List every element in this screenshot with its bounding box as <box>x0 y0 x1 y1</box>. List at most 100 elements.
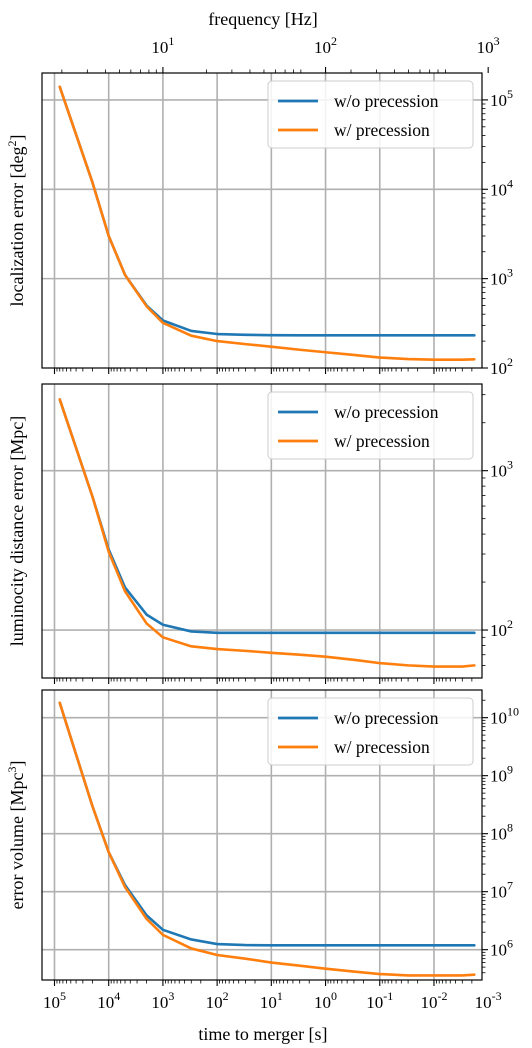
legend-label-p1-0: w/o precession <box>334 402 439 422</box>
top-tick-label-2-base: 10 <box>477 38 494 57</box>
y-tick-label-p1-0-base: 10 <box>490 621 507 640</box>
x-tick-label-2: 103 <box>151 989 174 1012</box>
x-tick-label-2-exp: 3 <box>168 989 174 1003</box>
x-tick-label-1-base: 10 <box>97 993 114 1012</box>
x-axis-label: time to merger [s] <box>198 1024 327 1044</box>
y-tick-label-p2-0-base: 10 <box>490 941 507 960</box>
y-tick-label-p0-2: 104 <box>490 176 513 199</box>
y-tick-label-p2-1-base: 10 <box>490 883 507 902</box>
y-tick-label-p2-3-base: 10 <box>490 767 507 786</box>
series-line-p1-without-precession <box>58 398 476 635</box>
legend-label-p1-1: w/ precession <box>334 431 430 451</box>
y-tick-label-p1-0: 102 <box>490 617 513 640</box>
y-axis-label-sup-p0: 2 <box>5 141 19 147</box>
x-tick-label-0-base: 10 <box>43 993 60 1012</box>
x-tick-label-7-base: 10 <box>420 993 437 1012</box>
x-tick-label-2-base: 10 <box>151 993 168 1012</box>
x-tick-label-0-exp: 5 <box>60 989 66 1003</box>
top-tick-label-1-exp: 2 <box>331 34 337 48</box>
x-tick-label-3-base: 10 <box>206 993 223 1012</box>
top-tick-label-2-exp: 3 <box>494 34 500 48</box>
top-axis-label: frequency [Hz] <box>208 9 317 29</box>
y-tick-label-p1-0-exp: 2 <box>507 617 513 631</box>
x-tick-label-8-base: 10 <box>475 993 492 1012</box>
y-tick-label-p1-1-base: 10 <box>490 462 507 481</box>
legend-box-p1 <box>267 391 474 460</box>
y-tick-label-p0-0-exp: 2 <box>507 355 513 369</box>
x-tick-label-6-exp: -1 <box>383 989 393 1003</box>
legend-box-p2 <box>267 697 474 766</box>
y-axis-label-p2: error volume [Mpc3] <box>5 761 27 910</box>
legend-label-p0-0: w/o precession <box>334 91 439 111</box>
y-tick-label-p2-1-exp: 7 <box>507 879 513 893</box>
x-tick-label-4-exp: 1 <box>277 989 283 1003</box>
x-tick-label-6-base: 10 <box>366 993 383 1012</box>
y-axis-label-p1: luminocity distance error [Mpc] <box>7 416 27 646</box>
x-tick-label-4: 101 <box>260 989 283 1012</box>
y-tick-label-p2-2-base: 10 <box>490 825 507 844</box>
top-tick-label-0-base: 10 <box>151 38 168 57</box>
x-tick-label-1: 104 <box>97 989 120 1012</box>
y-tick-label-p2-2: 108 <box>490 821 513 844</box>
y-tick-label-p0-3: 105 <box>490 87 513 110</box>
y-tick-label-p2-3: 109 <box>490 763 513 786</box>
y-tick-label-p0-2-base: 10 <box>490 180 507 199</box>
y-tick-label-p0-3-exp: 5 <box>507 87 513 101</box>
legend-label-p2-1: w/ precession <box>334 737 430 757</box>
x-tick-label-5-exp: 0 <box>331 989 337 1003</box>
y-axis-label-text-p1: luminocity distance error [Mpc] <box>7 416 27 646</box>
y-axis-label-text-p2: error volume [Mpc <box>7 773 27 910</box>
x-tick-label-5: 100 <box>314 989 337 1012</box>
x-tick-label-3: 102 <box>206 989 229 1012</box>
plot-frame-p1 <box>41 383 483 679</box>
y-tick-label-p0-0-base: 10 <box>490 359 507 378</box>
x-tick-label-6: 10-1 <box>366 989 393 1012</box>
x-tick-label-8-exp: -3 <box>492 989 502 1003</box>
x-tick-label-0: 105 <box>43 989 66 1012</box>
top-tick-label-1: 102 <box>314 34 337 57</box>
top-tick-label-0: 101 <box>151 34 174 57</box>
y-tick-label-p2-0: 106 <box>490 937 513 960</box>
y-axis-label-tail-p0: ] <box>7 135 27 141</box>
legend-box-p0 <box>267 80 474 149</box>
plot-frame-p0 <box>41 72 483 369</box>
x-tick-label-5-base: 10 <box>314 993 331 1012</box>
y-tick-label-p2-4-exp: 10 <box>507 705 519 719</box>
legend-layer: w/o precession w/ precession w/o precessio… <box>267 80 474 766</box>
y-tick-label-p2-0-exp: 6 <box>507 937 513 951</box>
x-tick-label-3-exp: 2 <box>223 989 229 1003</box>
y-tick-label-p0-1: 103 <box>490 266 513 289</box>
plot-frame-p2 <box>41 689 483 981</box>
y-tick-label-p0-0: 102 <box>490 355 513 378</box>
legend-label-p2-0: w/o precession <box>334 708 439 728</box>
series-line-p0-with-precession <box>58 85 476 361</box>
y-tick-label-p2-4: 1010 <box>490 705 519 728</box>
y-tick-label-p0-2-exp: 4 <box>507 176 513 190</box>
y-tick-label-p2-1: 107 <box>490 879 513 902</box>
x-tick-label-7-exp: -2 <box>437 989 447 1003</box>
y-tick-label-p1-1-exp: 3 <box>507 458 513 472</box>
y-axis-label-text-p0: localization error [deg <box>7 147 27 307</box>
top-tick-label-0-exp: 1 <box>168 34 174 48</box>
x-tick-label-8: 10-3 <box>475 989 502 1012</box>
legend-label-p0-1: w/ precession <box>334 120 430 140</box>
y-tick-label-p0-1-base: 10 <box>490 270 507 289</box>
top-tick-label-2: 103 <box>477 34 500 57</box>
y-tick-label-p1-1: 103 <box>490 458 513 481</box>
top-tick-label-1-base: 10 <box>314 38 331 57</box>
x-tick-label-4-base: 10 <box>260 993 277 1012</box>
series-line-p1-with-precession <box>58 398 476 668</box>
x-tick-label-1-exp: 4 <box>114 989 120 1003</box>
y-tick-label-p2-4-base: 10 <box>490 709 507 728</box>
grid-layer <box>42 73 482 980</box>
y-axis-label-tail-p2: ] <box>7 761 27 767</box>
series-line-p2-with-precession <box>58 701 476 977</box>
y-tick-label-p2-3-exp: 9 <box>507 763 513 777</box>
y-tick-label-p2-2-exp: 8 <box>507 821 513 835</box>
y-tick-label-p0-1-exp: 3 <box>507 266 513 280</box>
series-layer <box>58 85 476 977</box>
y-tick-label-p0-3-base: 10 <box>490 91 507 110</box>
y-axis-label-sup-p2: 3 <box>5 767 19 773</box>
